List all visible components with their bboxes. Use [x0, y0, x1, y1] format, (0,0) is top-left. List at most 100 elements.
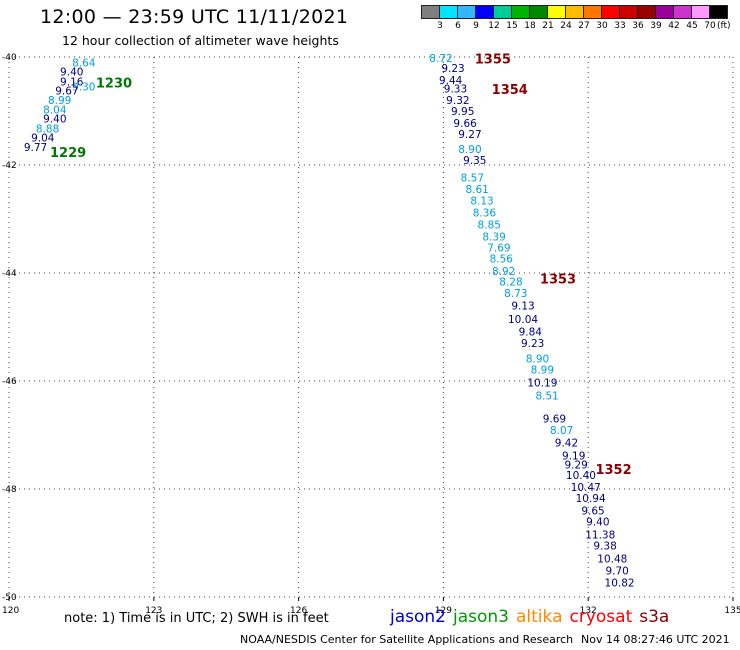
color-scale-label: 18	[524, 21, 536, 31]
swh-value-label: 8.39	[482, 231, 505, 243]
y-tick-label: -40	[2, 53, 17, 63]
data-labels: 8.649.309.409.169.679.409.049.778.998.04…	[24, 53, 635, 589]
color-scale-label: 33	[614, 21, 626, 31]
swh-value-label: 9.30	[72, 82, 95, 94]
swh-value-label: 8.61	[465, 184, 488, 196]
swh-value-label: 8.64	[72, 57, 96, 69]
swh-value-label: 9.65	[581, 506, 604, 518]
swh-value-label: 10.94	[576, 493, 606, 505]
swh-value-label: 10.82	[605, 577, 635, 589]
swh-value-label: 8.90	[526, 353, 549, 365]
swh-value-label: 11.38	[585, 529, 615, 541]
swh-value-label: 10.40	[566, 470, 596, 482]
swh-value-label: 9.70	[605, 566, 628, 578]
satellite-legend-cryosat: cryosat	[569, 607, 633, 627]
swh-value-label: 9.19	[562, 451, 585, 463]
x-tick-label: 135	[724, 606, 740, 616]
swh-value-label: 9.66	[453, 118, 477, 130]
swh-value-label: 9.38	[593, 541, 616, 553]
color-scale-labels: 3 6 9 12 15 18 21 24 27 30 33 36 39 42 45 70	[422, 21, 740, 33]
swh-value-label: 9.69	[543, 413, 566, 425]
y-tick-label: -46	[2, 377, 17, 387]
color-scale-label: 30	[596, 21, 608, 31]
swh-value-label: 8.13	[470, 196, 493, 208]
swh-value-label: 9.67	[55, 85, 78, 97]
color-scale-label: 15	[506, 21, 518, 31]
swh-value-label: 9.27	[458, 129, 481, 141]
color-scale-label: 21	[542, 21, 554, 31]
swh-value-label: 8.85	[478, 219, 501, 231]
swh-value-label: 9.40	[586, 516, 609, 528]
x-tick-label: 123	[145, 606, 162, 616]
swh-value-label: 8.28	[499, 277, 522, 289]
swh-value-label: 8.88	[36, 123, 59, 135]
x-tick-label: 120	[2, 606, 19, 616]
swh-value-label: 8.51	[535, 391, 558, 403]
color-scale-label: 36	[632, 21, 644, 31]
x-tick-label: 129	[435, 606, 452, 616]
satellite-legend-s3a: s3a	[639, 607, 670, 627]
swh-value-label: 9.35	[463, 155, 486, 167]
swh-value-label: 9.40	[60, 67, 83, 79]
y-tick-label: -42	[2, 161, 17, 171]
color-scale-label: 24	[560, 21, 572, 31]
pass-time-label: 1230	[96, 76, 132, 91]
footer-note: note: 1) Time is in UTC; 2) SWH is in fe…	[64, 611, 329, 626]
axis-tick-labels: 120 123 126 129 132 135 -40 -42 -44 -46 -48 -50	[2, 53, 740, 616]
color-scale-label: 12	[488, 21, 500, 31]
swh-value-label: 9.44	[439, 75, 463, 87]
chart-subtitle: 12 hour collection of altimeter wave hei…	[62, 33, 339, 48]
swh-value-label: 9.04	[31, 132, 55, 144]
grid-lines	[8, 56, 734, 601]
satellite-legend: jason2 jason3 altika cryosat s3a	[390, 607, 676, 627]
swh-value-label: 9.84	[519, 326, 543, 338]
x-tick-label: 132	[580, 606, 597, 616]
color-scale-label: 42	[668, 21, 680, 31]
satellite-legend-jason3: jason3	[453, 607, 509, 627]
x-tick-label: 126	[290, 606, 307, 616]
swh-value-label: 9.33	[444, 83, 467, 95]
color-scale-label: 3	[437, 21, 443, 31]
pass-labels: 1230 1229 1355 1354 1353 1352	[50, 53, 632, 478]
color-scale-bar	[421, 5, 728, 19]
color-scale-label: 9	[473, 21, 479, 31]
swh-value-label: 8.92	[492, 266, 515, 278]
pass-time-label: 1229	[50, 146, 86, 161]
swh-value-label: 10.04	[508, 314, 538, 326]
swh-value-label: 8.73	[504, 288, 527, 300]
swh-value-label: 8.99	[531, 365, 554, 377]
satellite-legend-altika: altika	[516, 607, 563, 627]
swh-value-label: 8.04	[43, 104, 67, 116]
pass-time-label: 1355	[475, 53, 511, 68]
color-scale-label: 27	[578, 21, 590, 31]
swh-value-label: 9.40	[43, 114, 66, 126]
footer-timestamp: Nov 14 08:27:46 UTC 2021	[581, 633, 730, 646]
color-scale-label: 39	[650, 21, 662, 31]
swh-value-label: 8.90	[458, 144, 481, 156]
swh-value-label: 9.23	[441, 63, 464, 75]
y-tick-label: -44	[2, 269, 17, 279]
swh-value-label: 9.13	[511, 300, 534, 312]
swh-value-label: 9.77	[24, 142, 47, 154]
swh-value-label: 8.72	[429, 53, 452, 65]
color-scale-label: 70	[704, 21, 716, 31]
swh-value-label: 8.07	[550, 425, 573, 437]
color-scale-swatch	[709, 5, 728, 19]
chart-title: 12:00 — 23:59 UTC 11/11/2021	[40, 6, 349, 28]
swh-value-label: 9.32	[446, 95, 469, 107]
color-scale-unit: (ft)	[717, 21, 731, 31]
pass-time-label: 1353	[540, 272, 576, 287]
pass-time-label: 1354	[492, 83, 528, 98]
y-tick-label: -48	[2, 485, 17, 495]
swh-value-label: 8.36	[473, 208, 497, 220]
pass-time-label: 1352	[595, 463, 631, 478]
swh-value-label: 9.23	[521, 338, 544, 350]
swh-value-label: 8.56	[490, 253, 514, 265]
swh-value-label: 10.48	[597, 554, 627, 566]
swh-value-label: 9.29	[564, 460, 587, 472]
color-scale-label: 6	[455, 21, 461, 31]
swh-value-label: 9.16	[60, 76, 84, 88]
swh-value-label: 10.47	[571, 482, 601, 494]
y-tick-label: -50	[2, 593, 17, 603]
